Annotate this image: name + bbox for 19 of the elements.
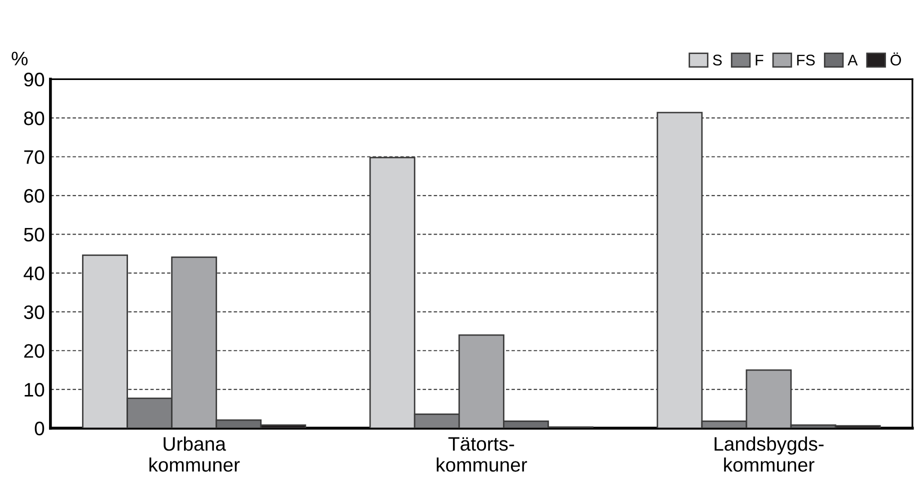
y-tick-label: 70: [24, 150, 44, 164]
legend-label: F: [756, 54, 764, 66]
y-tick-label: 10: [24, 382, 44, 397]
legend-label: S: [712, 54, 722, 66]
x-tick-label: Landsbygds- kommuner: [714, 436, 824, 472]
y-tick-label: 60: [24, 188, 44, 203]
y-tick-label: 0: [34, 422, 44, 436]
y-tick-label: 80: [24, 111, 44, 126]
y-tick-label: 20: [24, 344, 44, 358]
y-tick-label: 30: [24, 305, 44, 320]
y-tick-label: 40: [24, 266, 44, 280]
legend-label: A: [848, 54, 858, 66]
x-tick-label: Urbana kommuner: [149, 436, 240, 472]
y-axis-title: %: [12, 52, 28, 66]
x-tick-label: Tätorts- kommuner: [436, 437, 528, 472]
y-tick-label: 50: [24, 228, 44, 242]
legend-label: Ö: [890, 52, 901, 66]
y-tick-label: 90: [24, 72, 44, 86]
legend-label: FS: [797, 54, 815, 66]
